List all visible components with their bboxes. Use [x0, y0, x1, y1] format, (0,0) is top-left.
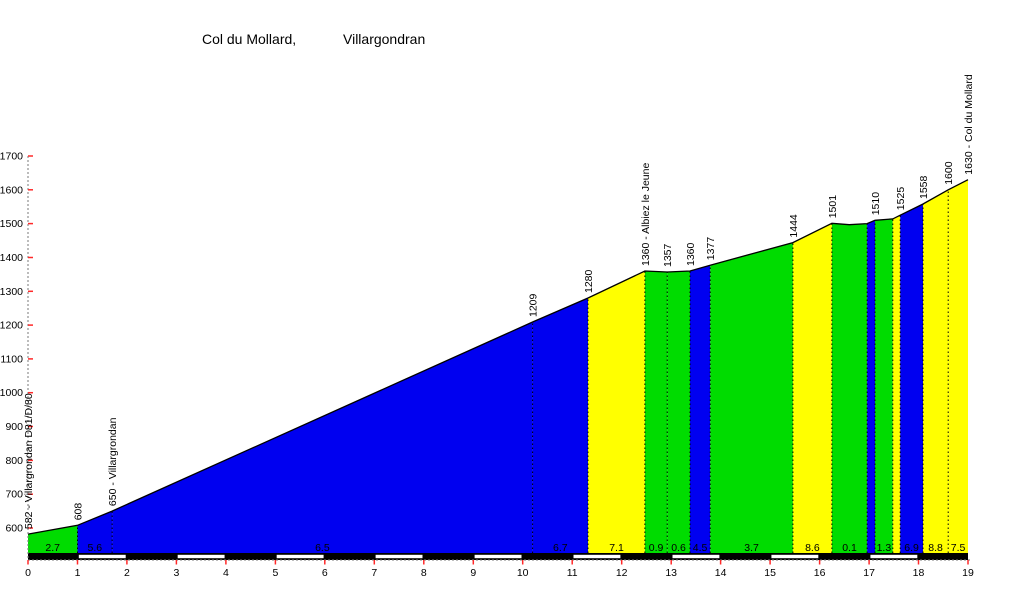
altitude-label: 1280 [583, 269, 595, 293]
gradient-segment-fill [831, 223, 868, 554]
y-axis-tick-label: 900 [5, 421, 23, 433]
altitude-label: 1377 [705, 237, 717, 261]
x-axis-tick-label: 7 [371, 567, 377, 579]
x-axis-tick-label: 16 [814, 567, 826, 579]
x-axis-tick-label: 17 [863, 567, 875, 579]
gradient-label: 6.9 [904, 542, 919, 554]
gradient-segment-fill [923, 189, 949, 554]
gradient-segment-fill [710, 242, 793, 553]
x-axis-tick-label: 8 [421, 567, 427, 579]
y-axis-tick-label: 1300 [0, 286, 23, 298]
gradient-segment-fill [532, 298, 588, 553]
altitude-label: 1360 [685, 242, 697, 266]
gradient-label: 7.5 [951, 542, 966, 554]
x-axis-tick-label: 9 [470, 567, 476, 579]
distance-strip-km-marker [374, 554, 424, 559]
y-axis-tick-label: 1100 [0, 353, 23, 365]
gradient-segment-fill [588, 271, 645, 553]
altitude-label: 1501 [827, 195, 839, 219]
distance-strip-km-marker [770, 554, 819, 559]
gradient-label: 0.1 [842, 542, 857, 554]
altitude-label: 1209 [528, 293, 540, 317]
gradient-segment-fill [867, 220, 875, 554]
x-axis-tick-label: 2 [124, 567, 130, 579]
altitude-label: 1600 [943, 161, 955, 185]
gradient-label: 2.7 [45, 542, 60, 554]
altitude-label: 1360 - Albiez le Jeune [640, 163, 652, 266]
gradient-segment-fill [948, 179, 968, 553]
gradient-label: 6.5 [315, 542, 330, 554]
gradient-label: 0.9 [649, 542, 664, 554]
profile-outline [27, 179, 969, 535]
gradient-segment-fill [690, 265, 711, 553]
x-axis-tick-label: 18 [913, 567, 925, 579]
x-axis-tick-label: 15 [764, 567, 776, 579]
gradient-segment-fill [875, 218, 893, 553]
y-axis-tick-label: 800 [5, 455, 23, 467]
altitude-label: 608 [73, 503, 85, 521]
altitude-label: 1357 [662, 243, 674, 267]
x-axis-tick-label: 11 [567, 567, 578, 579]
altitude-label: 1444 [788, 214, 800, 238]
y-axis-tick-label: 700 [5, 489, 23, 501]
distance-strip-km-marker [177, 554, 226, 559]
chart-title-climb-name: Col du Mollard, [202, 31, 297, 47]
y-axis-tick-label: 1200 [0, 320, 23, 332]
chart-title-start-town: Villargondran [343, 31, 426, 47]
x-axis-tick-label: 12 [616, 567, 628, 579]
gradient-segment-fill [792, 223, 832, 554]
altitude-label: 1510 [870, 192, 882, 216]
x-axis-tick-label: 19 [962, 567, 974, 579]
x-axis-tick-label: 6 [322, 567, 328, 579]
x-axis-tick-label: 10 [517, 567, 529, 579]
distance-strip-km-marker [671, 554, 721, 559]
distance-strip-km-marker [572, 554, 622, 559]
altitude-label: 1630 - Col du Mollard [963, 74, 975, 175]
x-axis-tick-label: 0 [25, 567, 31, 579]
gradient-segment-fill [112, 322, 533, 553]
gradient-label: 0.6 [671, 542, 686, 554]
y-axis-tick-label: 1600 [0, 184, 23, 196]
y-axis-tick-label: 1400 [0, 252, 23, 264]
y-axis-tick-label: 1500 [0, 218, 23, 230]
distance-strip-km-marker [78, 554, 127, 559]
gradient-label: 8.6 [805, 542, 820, 554]
gradient-label: 7.1 [609, 542, 624, 554]
gradient-segment-fill [644, 271, 668, 553]
gradient-label: 5.6 [87, 542, 102, 554]
distance-strip-km-marker [869, 554, 918, 559]
y-axis-tick-label: 600 [5, 523, 23, 535]
gradient-segment-fill [900, 204, 923, 553]
x-axis-tick-label: 4 [223, 567, 229, 579]
distance-strip-km-marker [276, 554, 325, 559]
x-axis-tick-label: 1 [75, 567, 81, 579]
altitude-label: 650 - Villargrondan [107, 417, 119, 506]
altitude-label: 1558 [918, 175, 930, 199]
x-axis-tick-label: 13 [665, 567, 677, 579]
x-axis-tick-label: 14 [715, 567, 727, 579]
gradient-segment-fill [77, 511, 113, 553]
x-axis-tick-label: 5 [272, 567, 278, 579]
gradient-label: 8.8 [928, 542, 943, 554]
gradient-label: 4.5 [693, 542, 708, 554]
gradient-label: 3.7 [744, 542, 759, 554]
altitude-label: 1525 [895, 187, 907, 211]
gradient-label: 6.7 [553, 542, 568, 554]
altitude-label: 582 - Villargrondan D81/D/80 [23, 393, 35, 529]
y-axis-tick-label: 1700 [0, 151, 23, 163]
y-axis-tick-label: 1000 [0, 387, 23, 399]
distance-strip-km-marker [473, 554, 523, 559]
gradient-segment-fill [892, 215, 901, 553]
gradient-segment-fill [667, 271, 690, 553]
chart-title: Col du Mollard, Villargondran [0, 31, 1014, 51]
gradient-label: 1.3 [877, 542, 892, 554]
x-axis-tick-label: 3 [173, 567, 179, 579]
